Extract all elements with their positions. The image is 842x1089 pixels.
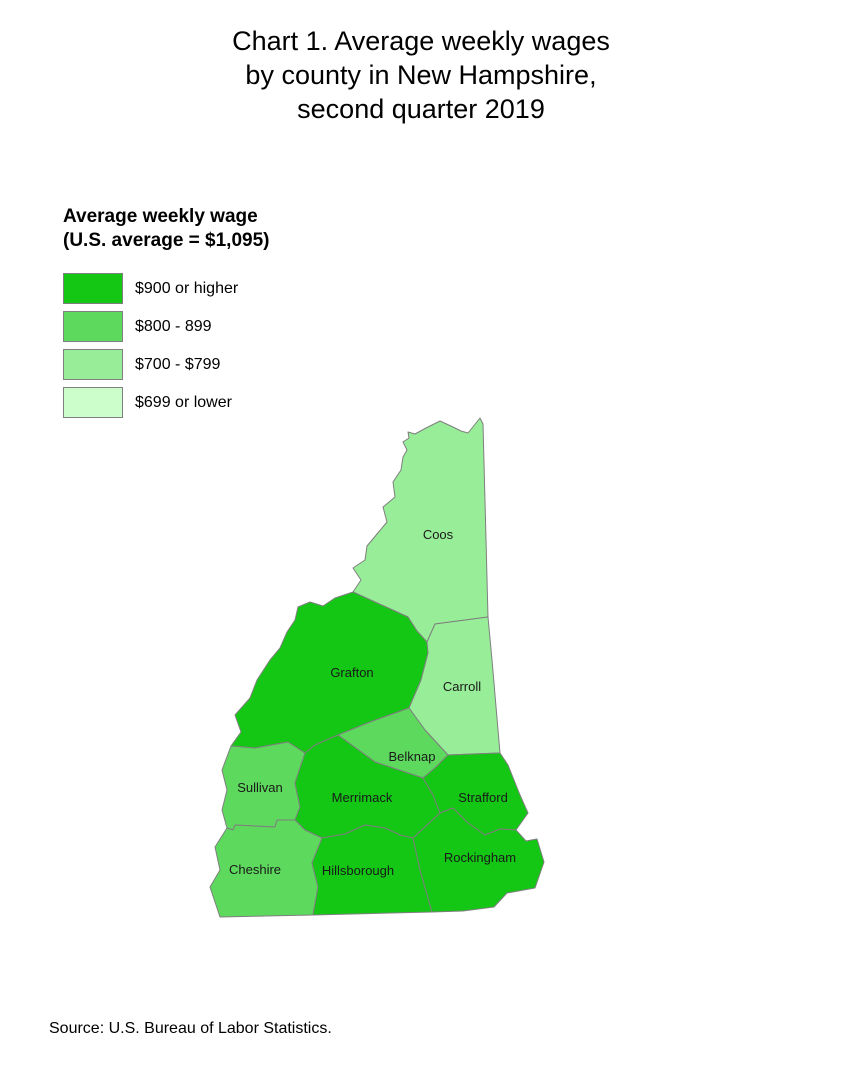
legend-title-line-1: Average weekly wage bbox=[63, 206, 258, 227]
legend-label: $699 or lower bbox=[135, 393, 232, 411]
chart-title-line-3: second quarter 2019 bbox=[297, 94, 545, 124]
legend: Average weekly wage (U.S. average = $1,0… bbox=[63, 205, 270, 425]
source-note: Source: U.S. Bureau of Labor Statistics. bbox=[49, 1020, 332, 1037]
county-label-strafford: Strafford bbox=[458, 790, 508, 805]
county-shape-rockingham bbox=[412, 807, 545, 913]
county-label-sullivan: Sullivan bbox=[237, 780, 283, 795]
legend-label: $800 - 899 bbox=[135, 317, 212, 335]
county-label-merrimack: Merrimack bbox=[332, 790, 393, 805]
legend-label: $700 - $799 bbox=[135, 355, 221, 373]
county-label-carroll: Carroll bbox=[443, 679, 481, 694]
legend-items: $900 or higher $800 - 899 $700 - $799 $6… bbox=[63, 273, 270, 418]
legend-swatch-700-799 bbox=[63, 349, 123, 380]
county-label-grafton: Grafton bbox=[330, 665, 373, 680]
county-label-coos: Coos bbox=[423, 527, 454, 542]
legend-row-800-899: $800 - 899 bbox=[63, 311, 270, 342]
county-label-belknap: Belknap bbox=[389, 749, 436, 764]
chart-title-line-2: by county in New Hampshire, bbox=[245, 60, 597, 90]
chart-title-line-1: Chart 1. Average weekly wages bbox=[232, 26, 610, 56]
legend-swatch-800-899 bbox=[63, 311, 123, 342]
county-label-rockingham: Rockingham bbox=[444, 850, 516, 865]
nh-county-map-svg: Coos Grafton Carroll Sullivan Belknap Merrima… bbox=[209, 417, 545, 918]
legend-row-900-or-higher: $900 or higher bbox=[63, 273, 270, 304]
county-label-hillsborough: Hillsborough bbox=[322, 863, 394, 878]
legend-title: Average weekly wage (U.S. average = $1,0… bbox=[63, 205, 270, 253]
nh-county-map: Coos Grafton Carroll Sullivan Belknap Merrima… bbox=[195, 410, 565, 930]
legend-row-699-or-lower: $699 or lower bbox=[63, 387, 270, 418]
legend-swatch-699-or-lower bbox=[63, 387, 123, 418]
chart-title: Chart 1. Average weekly wages by county … bbox=[0, 24, 842, 126]
legend-title-line-2: (U.S. average = $1,095) bbox=[63, 230, 270, 251]
legend-swatch-900-or-higher bbox=[63, 273, 123, 304]
county-label-cheshire: Cheshire bbox=[229, 862, 281, 877]
legend-row-700-799: $700 - $799 bbox=[63, 349, 270, 380]
legend-label: $900 or higher bbox=[135, 279, 239, 297]
